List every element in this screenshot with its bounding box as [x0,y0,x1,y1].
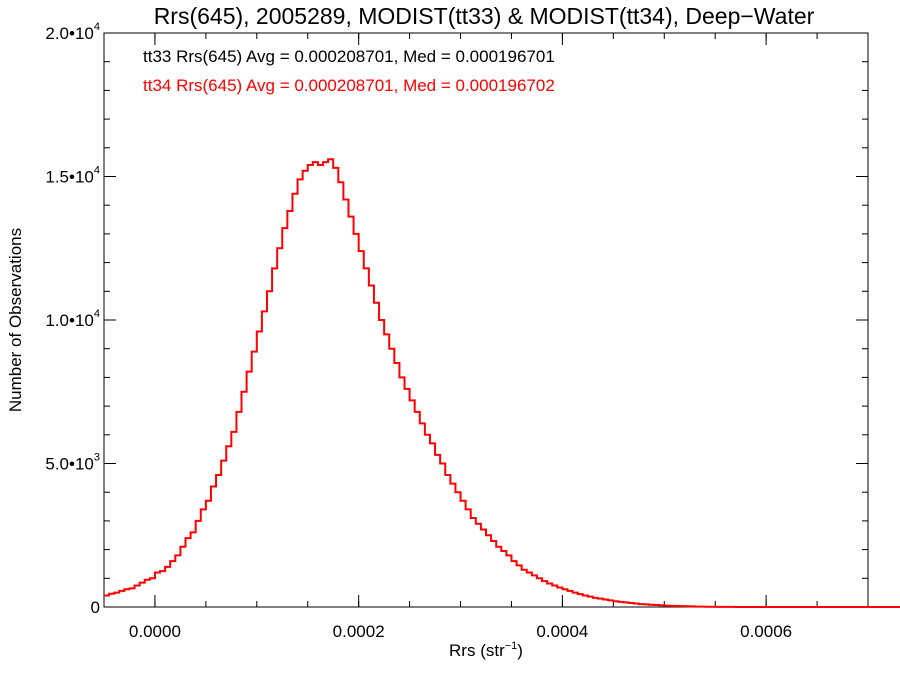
x-axis-label-sup: −1 [505,640,518,652]
y-tick-label: 1.5•104 [45,165,100,187]
axis-ticks [103,32,869,608]
x-tick-label: 0.0004 [536,622,588,641]
x-axis-label-close: ) [517,641,523,660]
histogram-step-line [104,158,900,608]
y-tick-label: 5.0•103 [45,452,100,474]
annotation-tt33: tt33 Rrs(645) Avg = 0.000208701, Med = 0… [143,47,555,66]
x-tick-label: 0.0000 [129,622,181,641]
x-axis-label-main: Rrs (str [449,641,505,660]
y-tick-label: 1.0•104 [45,308,100,330]
x-axis-label: Rrs (str−1) [449,640,523,660]
plot-frame [103,32,869,608]
y-axis-label: Number of Observations [6,228,25,412]
x-tick-labels: 0.0000 0.0002 0.0004 0.0006 [129,622,792,641]
y-tick-label: 0 [91,598,100,617]
annotation-tt34: tt34 Rrs(645) Avg = 0.000208701, Med = 0… [143,76,555,95]
y-tick-labels: 0 5.0•103 1.0•104 1.5•104 2.0•104 [45,21,100,617]
x-tick-label: 0.0002 [333,622,385,641]
y-tick-label: 2.0•104 [45,21,100,43]
chart-title: Rrs(645), 2005289, MODIST(tt33) & MODIST… [154,3,815,29]
x-tick-label: 0.0006 [740,622,792,641]
